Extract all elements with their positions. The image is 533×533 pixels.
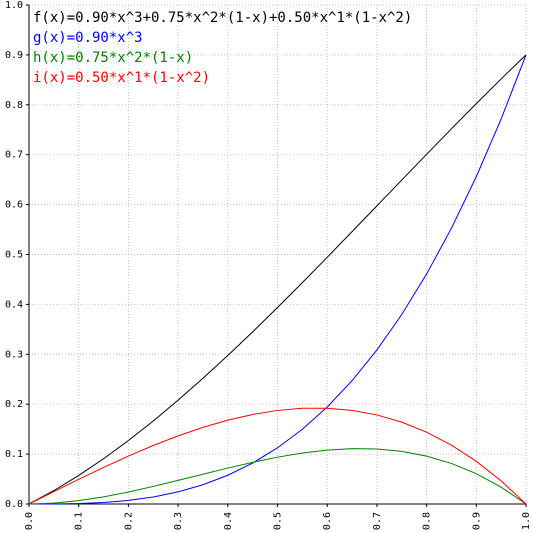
y-tick-label: 0.1 bbox=[5, 449, 23, 460]
y-tick-label: 0.7 bbox=[5, 150, 23, 161]
x-tick-label: 0.1 bbox=[74, 512, 85, 530]
y-tick-label: 0.0 bbox=[5, 499, 23, 510]
y-tick-label: 0.4 bbox=[5, 299, 23, 310]
x-tick-label: 0.9 bbox=[471, 512, 482, 530]
x-tick-label: 0.5 bbox=[273, 512, 284, 530]
legend-entry: f(x)=0.90*x^3+0.75*x^2*(1-x)+0.50*x^1*(1… bbox=[33, 10, 412, 26]
series-line bbox=[28, 54, 527, 505]
x-tick-label: 1.0 bbox=[521, 512, 532, 530]
x-tick-label: 0.2 bbox=[123, 512, 134, 530]
x-tick-label: 0.6 bbox=[322, 512, 333, 530]
series-line bbox=[28, 54, 527, 505]
series-line bbox=[28, 407, 527, 505]
y-tick-label: 0.9 bbox=[5, 50, 23, 61]
legend-entry: g(x)=0.90*x^3 bbox=[33, 30, 143, 46]
y-tick-label: 0.2 bbox=[5, 399, 23, 410]
y-tick-label: 0.5 bbox=[5, 250, 23, 261]
y-tick-label: 0.3 bbox=[5, 349, 23, 360]
legend-entry: i(x)=0.50*x^1*(1-x^2) bbox=[33, 70, 210, 86]
x-tick-label: 0.0 bbox=[24, 512, 35, 530]
y-tick-label: 0.6 bbox=[5, 200, 23, 211]
series-line bbox=[28, 448, 527, 505]
y-tick-label: 0.8 bbox=[5, 100, 23, 111]
x-tick-label: 0.3 bbox=[173, 512, 184, 530]
y-tick-label: 1.0 bbox=[5, 0, 23, 11]
x-tick-label: 0.4 bbox=[223, 512, 234, 530]
x-tick-label: 0.8 bbox=[422, 512, 433, 530]
x-tick-label: 0.7 bbox=[372, 512, 383, 530]
legend-entry: h(x)=0.75*x^2*(1-x) bbox=[33, 50, 193, 66]
